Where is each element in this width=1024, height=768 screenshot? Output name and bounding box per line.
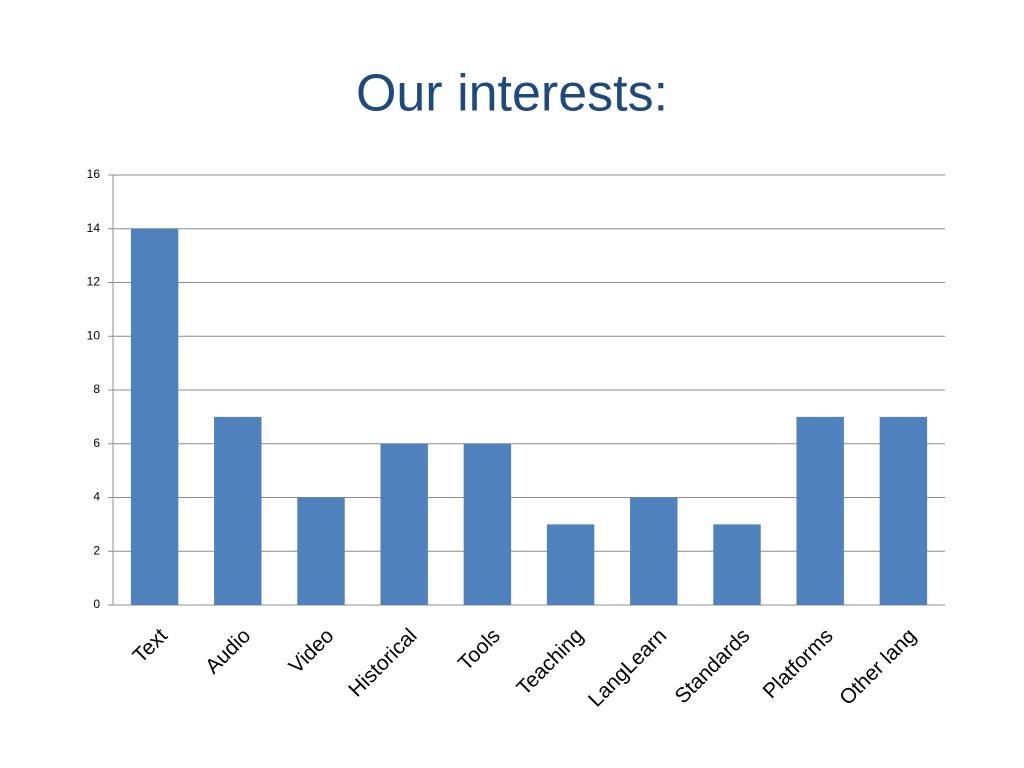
y-tick-label: 8 <box>93 382 100 396</box>
bar <box>546 524 595 605</box>
x-tick-label: Platforms <box>759 624 838 703</box>
bar <box>214 416 262 605</box>
bar <box>463 443 512 605</box>
x-tick-label: Tools <box>454 624 505 675</box>
y-tick-label: 14 <box>87 221 101 235</box>
bar <box>713 524 761 605</box>
y-tick-label: 16 <box>87 167 101 181</box>
x-tick-label: Text <box>129 624 173 668</box>
bar <box>879 416 928 605</box>
x-tick-label: LangLearn <box>584 624 671 711</box>
y-tick-label: 12 <box>87 275 101 289</box>
x-tick-label: Teaching <box>512 624 588 700</box>
x-tick-label: Other lang <box>835 624 921 710</box>
chart-title: Our interests: <box>356 65 668 123</box>
y-tick-label: 0 <box>93 597 100 611</box>
y-tick-label: 4 <box>93 490 100 504</box>
bar <box>630 497 678 605</box>
bar <box>796 416 844 605</box>
bar <box>297 497 345 605</box>
y-tick-label: 10 <box>87 328 101 342</box>
x-tick-label: Historical <box>344 624 421 701</box>
bar <box>130 228 179 605</box>
x-tick-label: Audio <box>201 624 255 678</box>
x-tick-label: Standards <box>670 624 754 708</box>
bar <box>380 443 428 605</box>
y-tick-label: 2 <box>93 543 100 557</box>
y-tick-label: 6 <box>93 436 100 450</box>
x-tick-label: Video <box>284 624 338 678</box>
